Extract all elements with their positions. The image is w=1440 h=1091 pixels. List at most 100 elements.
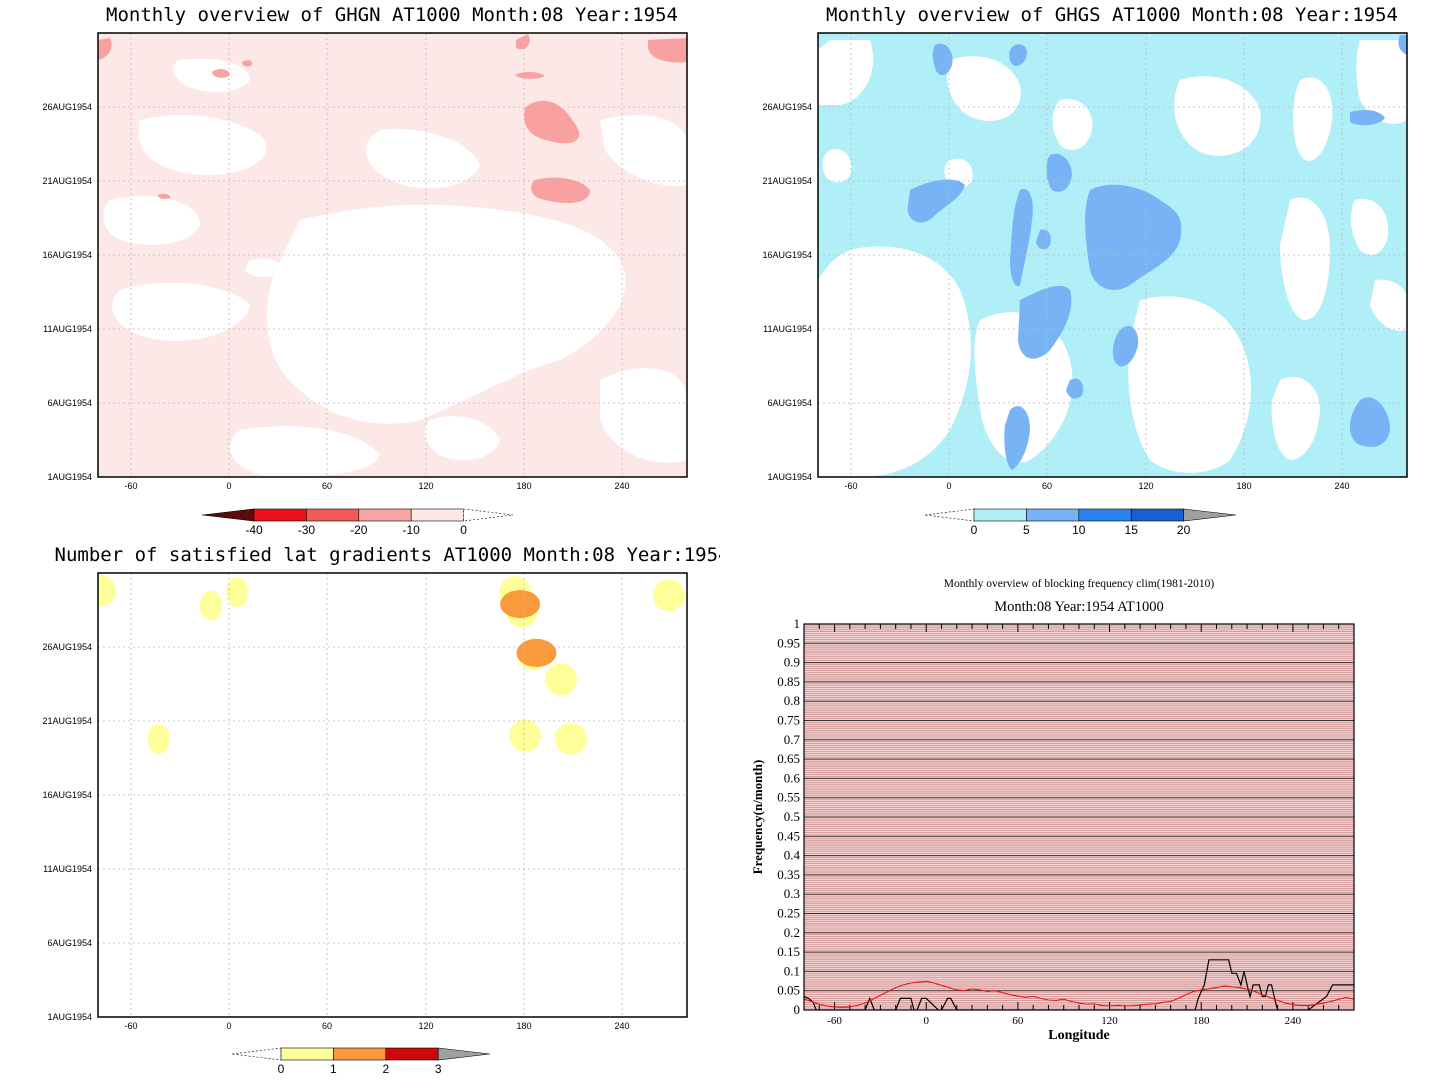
gradient-cell: [516, 638, 557, 667]
y-tick-label: 0.45: [777, 828, 800, 843]
y-tick-label: 16AUG1954: [42, 250, 92, 260]
frequency-major-gridlines: [804, 623, 1354, 1011]
x-tick-label: 60: [322, 1021, 332, 1031]
frequency-y-ticks: 0 0.05 0.1 0.15 0.2 0.25 0.3 0.35 0.4 0.45 0.5 0.55…: [777, 616, 800, 1017]
y-tick-label: 0.85: [777, 674, 800, 689]
y-tick-label: 21AUG1954: [42, 716, 92, 726]
y-tick-label: 11AUG1954: [43, 864, 92, 874]
gradient-cell: [554, 722, 587, 755]
y-tick-label: 0.2: [784, 925, 800, 940]
gradient-cell: [226, 577, 249, 608]
colorbar-swatch: [1078, 508, 1132, 522]
y-tick-label: 11AUG1954: [43, 324, 92, 334]
colorbar-swatch: [280, 1047, 334, 1061]
x-tick-label: 180: [516, 481, 531, 491]
series-line-black: [804, 959, 1354, 1010]
x-tick-label: 120: [1138, 481, 1153, 491]
colorbar-swatch: [1026, 508, 1080, 522]
gradient-cell: [199, 590, 222, 621]
y-tick-label: 6AUG1954: [47, 398, 92, 408]
ghgs-title: Monthly overview of GHGS AT1000 Month:08…: [826, 4, 1398, 26]
y-tick-label: 21AUG1954: [42, 176, 92, 186]
y-tick-label: 21AUG1954: [762, 176, 812, 186]
x-tick-label: 0: [226, 1021, 231, 1031]
gradients-title: Number of satisfied lat gradients AT1000…: [55, 544, 720, 566]
gradient-cell: [653, 579, 686, 612]
ghgs-x-ticks: -60 0 60 120 180 240: [844, 481, 1349, 491]
colorbar-label: 20: [1177, 523, 1191, 537]
ghgn-frame: [97, 32, 688, 478]
x-tick-label: -60: [827, 1015, 842, 1027]
y-tick-label: 1AUG1954: [47, 472, 92, 482]
frequency-x-ticks: -60 0 60 120 180 240: [827, 1015, 1301, 1027]
colorbar-extend-high: [1183, 508, 1237, 522]
colorbar-extend-low: [201, 508, 255, 522]
x-tick-label: 120: [418, 481, 433, 491]
y-tick-label: 0.4: [784, 848, 801, 863]
colorbar-label: -30: [298, 523, 316, 537]
x-tick-label: 180: [1236, 481, 1251, 491]
frequency-series: [804, 959, 1354, 1010]
y-tick-label: 1: [794, 616, 801, 631]
x-tick-label: 120: [1101, 1015, 1118, 1027]
ghgn-y-ticks: 1AUG1954 6AUG1954 11AUG1954 16AUG1954 21…: [42, 102, 92, 482]
y-tick-label: 0.9: [784, 655, 800, 670]
x-tick-label: 120: [418, 1021, 433, 1031]
ghgn-gridlines: [98, 33, 687, 477]
gradient-cell: [545, 663, 578, 696]
y-tick-label: 0: [794, 1002, 801, 1017]
colorbar-swatch: [1130, 508, 1184, 522]
colorbar-swatch: [253, 508, 307, 522]
y-tick-label: 0.65: [777, 751, 800, 766]
ghgn-panel: Monthly overview of GHGN AT1000 Month:08…: [42, 4, 688, 537]
gradient-cell: [147, 723, 170, 754]
colorbar-swatch: [306, 508, 360, 522]
series-line-red: [804, 980, 1354, 1008]
colorbar-extend-low: [924, 508, 975, 522]
x-tick-label: 60: [1012, 1015, 1024, 1027]
y-tick-label: 0.6: [784, 770, 801, 785]
gradient-cell: [509, 719, 542, 752]
x-tick-label: 0: [946, 481, 951, 491]
x-tick-label: 240: [614, 1021, 629, 1031]
ghgs-white-regions: [818, 40, 1407, 477]
colorbar-extend-low: [231, 1047, 282, 1061]
colorbar-label: 0: [460, 523, 467, 537]
gradients-colorbar: 0 1 2 3: [231, 1047, 491, 1076]
x-tick-label: 60: [322, 481, 332, 491]
x-tick-label: 240: [614, 481, 629, 491]
y-tick-label: 0.35: [777, 867, 800, 882]
y-tick-label: 0.75: [777, 713, 800, 728]
y-tick-label: 26AUG1954: [42, 102, 92, 112]
gradients-x-ticks: -60 0 60 120 180 240: [124, 1021, 629, 1031]
y-tick-label: 1AUG1954: [47, 1012, 92, 1022]
x-tick-label: 180: [1193, 1015, 1210, 1027]
x-tick-label: 180: [516, 1021, 531, 1031]
ghgn-colorbar: -40 -30 -20 -10 0: [201, 508, 514, 537]
colorbar-extend-high: [463, 508, 514, 522]
x-tick-label: 0: [226, 481, 231, 491]
x-tick-label: 240: [1285, 1015, 1302, 1027]
ghgs-blue-regions: [907, 35, 1407, 470]
y-tick-label: 0.15: [777, 944, 800, 959]
ghgn-pink-regions: [98, 34, 687, 203]
x-tick-label: -60: [124, 1021, 137, 1031]
colorbar-label: -40: [245, 523, 263, 537]
colorbar-swatch: [973, 508, 1027, 522]
colorbar-label: 2: [382, 1062, 389, 1076]
colorbar-label: 0: [278, 1062, 285, 1076]
x-tick-label: -60: [844, 481, 857, 491]
gradients-cells: [98, 574, 686, 755]
frequency-x-axis-label: Longitude: [1048, 1028, 1109, 1043]
colorbar-label: -20: [350, 523, 368, 537]
colorbar-label: 1: [330, 1062, 337, 1076]
frequency-subtitle: Month:08 Year:1954 AT1000: [994, 599, 1164, 615]
ghgn-white-regions: [103, 58, 687, 477]
y-tick-label: 6AUG1954: [47, 938, 92, 948]
colorbar-swatch: [410, 508, 464, 522]
y-tick-label: 11AUG1954: [763, 324, 812, 334]
y-tick-label: 0.8: [784, 693, 800, 708]
ghgs-colorbar: 0 5 10 15 20: [924, 508, 1237, 537]
colorbar-label: 10: [1072, 523, 1086, 537]
ghgn-title: Monthly overview of GHGN AT1000 Month:08…: [106, 4, 678, 26]
